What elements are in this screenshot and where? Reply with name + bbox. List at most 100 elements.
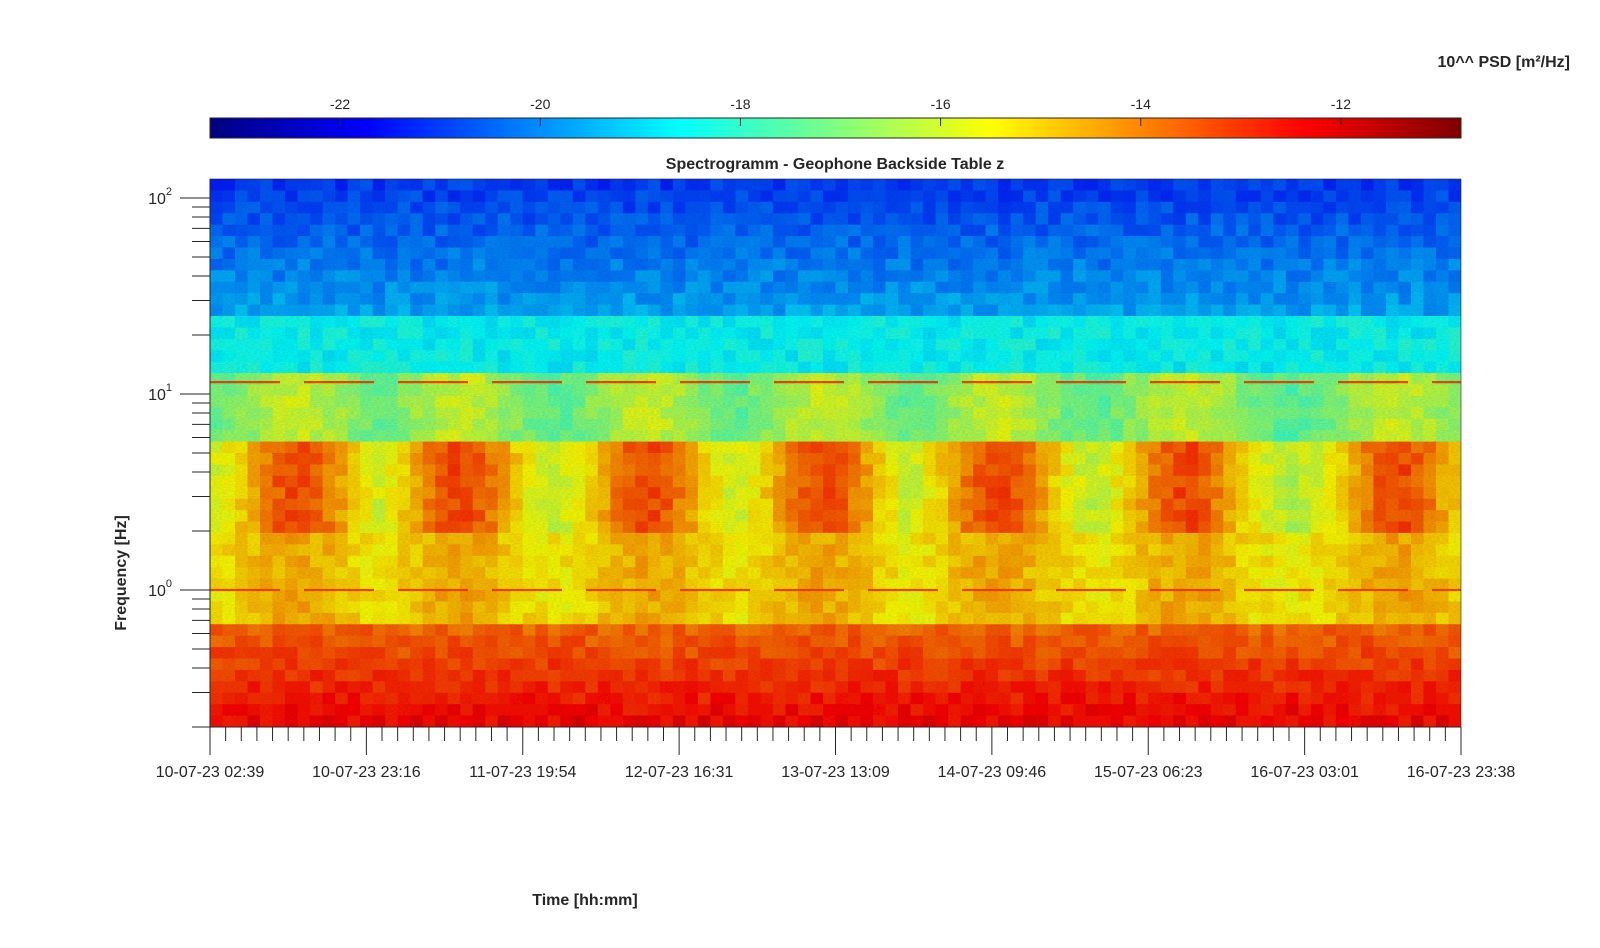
heatmap-cell [1173, 498, 1187, 511]
heatmap-cell [1273, 224, 1287, 237]
heatmap-cell [285, 601, 299, 614]
heatmap-cell [1085, 281, 1099, 294]
heatmap-cell [222, 612, 236, 625]
heatmap-cell [910, 304, 924, 317]
heatmap-cell [747, 521, 762, 534]
heatmap-cell [672, 647, 686, 660]
heatmap-cell [1260, 407, 1274, 420]
heatmap-cell [535, 669, 549, 682]
heatmap-cell [385, 190, 399, 203]
heatmap-cell [210, 293, 224, 306]
heatmap-cell [998, 510, 1012, 523]
heatmap-cell [222, 236, 236, 249]
heatmap-cell [547, 681, 561, 694]
heatmap-cell [948, 236, 962, 249]
heatmap-cell [597, 247, 611, 260]
heatmap-cell [522, 270, 536, 283]
heatmap-cell [410, 544, 424, 557]
heatmap-cell [697, 704, 711, 717]
heatmap-cell [685, 304, 699, 317]
heatmap-cell [210, 224, 224, 237]
heatmap-cell [797, 578, 812, 591]
heatmap-cell [848, 521, 862, 534]
heatmap-cell [410, 258, 424, 271]
heatmap-cell [822, 190, 837, 203]
heatmap-cell [835, 521, 849, 534]
heatmap-cell [260, 270, 274, 283]
heatmap-cell [835, 316, 849, 329]
heatmap-cell [1185, 453, 1199, 466]
heatmap-cell [322, 681, 336, 694]
heatmap-cell [885, 658, 899, 671]
heatmap-cell [1360, 258, 1375, 271]
heatmap-cell [1398, 612, 1412, 625]
heatmap-cell [898, 453, 912, 466]
heatmap-cell [948, 224, 962, 237]
heatmap-cell [1210, 258, 1224, 271]
heatmap-cell [435, 464, 449, 477]
heatmap-cell [710, 704, 724, 717]
heatmap-cell [822, 270, 837, 283]
heatmap-cell [1185, 236, 1199, 249]
heatmap-cell [222, 327, 236, 340]
heatmap-cell [1098, 475, 1112, 488]
heatmap-cell [1073, 361, 1087, 374]
heatmap-cell [285, 418, 299, 431]
heatmap-cell [848, 544, 862, 557]
heatmap-cell [372, 578, 386, 591]
heatmap-cell [1448, 681, 1461, 694]
heatmap-cell [1360, 373, 1375, 386]
heatmap-cell [1385, 430, 1400, 443]
heatmap-cell [1173, 316, 1187, 329]
heatmap-cell [1248, 567, 1262, 580]
heatmap-cell [510, 612, 524, 625]
heatmap-cell [998, 258, 1012, 271]
heatmap-cell [1198, 258, 1212, 271]
heatmap-cell [722, 430, 737, 443]
heatmap-cell [510, 590, 524, 603]
heatmap-cell [472, 555, 486, 568]
heatmap-cell [1423, 441, 1437, 454]
heatmap-cell [1173, 236, 1187, 249]
heatmap-cell [622, 190, 636, 203]
heatmap-cell [360, 578, 374, 591]
heatmap-cell [885, 418, 899, 431]
heatmap-cell [335, 453, 349, 466]
heatmap-cell [860, 213, 874, 226]
heatmap-cell [860, 612, 874, 625]
heatmap-cell [435, 395, 449, 408]
heatmap-cell [1060, 692, 1074, 705]
heatmap-cell [310, 590, 324, 603]
heatmap-cell [1160, 179, 1174, 192]
heatmap-cell [785, 407, 799, 420]
heatmap-cell [1060, 281, 1074, 294]
heatmap-cell [1060, 532, 1074, 545]
heatmap-cell [772, 544, 787, 557]
heatmap-cell [1335, 715, 1350, 727]
heatmap-cell [260, 213, 274, 226]
heatmap-cell [347, 316, 361, 329]
heatmap-cell [597, 384, 611, 397]
heatmap-cell [785, 669, 799, 682]
heatmap-cell [272, 453, 286, 466]
heatmap-cell [1423, 464, 1437, 477]
heatmap-cell [873, 361, 887, 374]
heatmap-cell [1298, 521, 1312, 534]
heatmap-cell [310, 647, 324, 660]
heatmap-cell [1273, 681, 1287, 694]
heatmap-cell [1098, 373, 1112, 386]
heatmap-cell [1323, 327, 1337, 340]
heatmap-cell [1048, 624, 1062, 637]
heatmap-cell [923, 190, 937, 203]
heatmap-cell [435, 293, 449, 306]
heatmap-cell [1210, 487, 1224, 500]
heatmap-cell [898, 715, 912, 727]
heatmap-cell [935, 567, 949, 580]
heatmap-cell [1023, 578, 1037, 591]
heatmap-cell [747, 350, 762, 363]
heatmap-cell [735, 487, 749, 500]
heatmap-cell [497, 384, 511, 397]
heatmap-cell [1223, 453, 1237, 466]
heatmap-cell [210, 635, 224, 648]
heatmap-cell [1348, 567, 1362, 580]
